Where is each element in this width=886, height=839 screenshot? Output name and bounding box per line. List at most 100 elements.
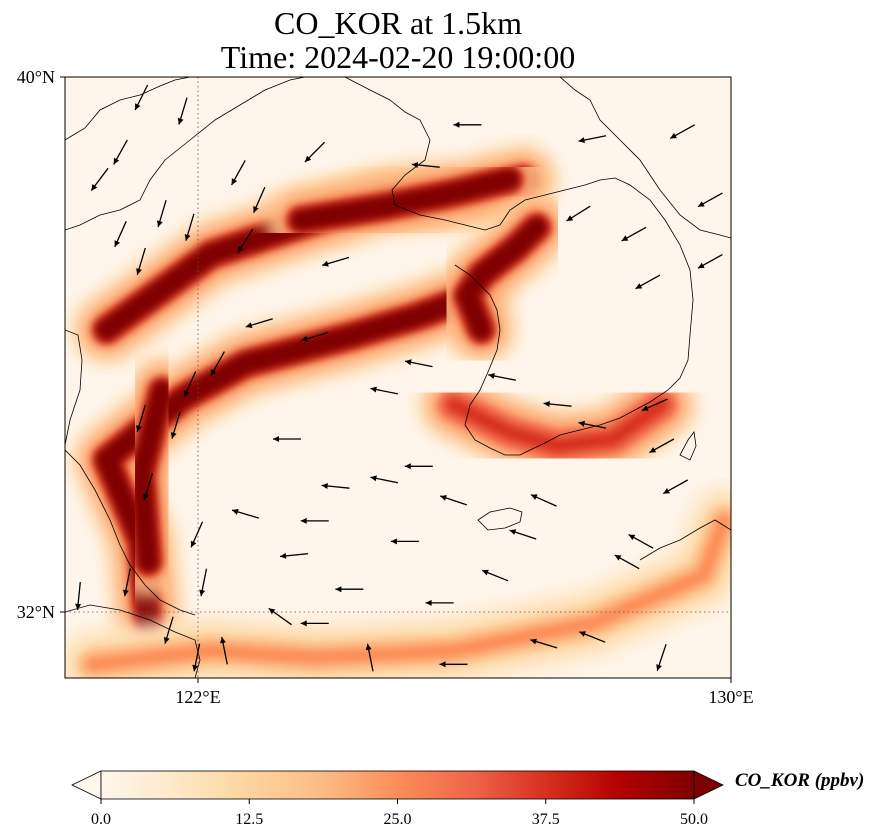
wind-arrow xyxy=(220,636,228,665)
coastline-yangtze xyxy=(65,604,201,678)
wind-arrow xyxy=(113,139,128,165)
coastline-china-north xyxy=(65,77,191,141)
wind-arrow xyxy=(509,529,537,540)
wind-arrow xyxy=(268,607,292,626)
concentration-field xyxy=(65,144,731,678)
map-axes: 40°N 32°N 122°E 130°E xyxy=(17,67,754,707)
map-plot-area xyxy=(64,76,732,679)
wind-arrow xyxy=(543,401,572,407)
wind-arrow xyxy=(578,135,607,143)
wind-arrow xyxy=(578,420,607,429)
wind-arrow xyxy=(136,247,146,275)
wind-arrow xyxy=(122,568,131,597)
wind-arrow xyxy=(566,205,591,222)
wind-arrow xyxy=(279,552,308,559)
lon-tick-label-122e: 122°E xyxy=(175,687,220,707)
wind-arrow xyxy=(656,643,667,672)
wind-arrow xyxy=(321,483,350,489)
wind-vectors xyxy=(75,84,723,672)
kyushu-coast xyxy=(639,519,731,561)
wind-arrow xyxy=(75,582,82,611)
east-china-sea-southern-arc-band-4 xyxy=(85,513,731,672)
wind-arrow xyxy=(439,661,468,668)
shanghai-core-band-4 xyxy=(130,380,174,573)
wind-arrow xyxy=(649,438,675,454)
wind-arrow xyxy=(231,160,246,186)
wind-arrow xyxy=(237,228,254,254)
wind-arrow xyxy=(301,331,329,342)
colorbar-extend-max xyxy=(693,770,724,800)
colorbar-tick-label: 12.5 xyxy=(235,811,263,828)
colorbar-tick-label: 25.0 xyxy=(384,811,412,828)
colorbar-tick-label: 0.0 xyxy=(91,811,111,828)
coastline-jiangsu xyxy=(65,449,196,616)
wind-arrow xyxy=(481,569,509,582)
wind-arrow xyxy=(425,599,454,606)
wind-arrow xyxy=(210,351,225,377)
wind-arrow xyxy=(335,586,364,593)
wind-arrow xyxy=(300,517,329,524)
wind-arrow xyxy=(530,494,557,507)
wind-arrow xyxy=(183,371,197,398)
map-title-line-1: CO_KOR at 1.5km xyxy=(274,5,522,41)
wind-arrow xyxy=(390,538,419,545)
wind-arrow xyxy=(669,124,696,139)
west-korea-coast-band-4 xyxy=(456,216,548,341)
wind-arrow xyxy=(134,84,149,111)
wind-arrow xyxy=(184,213,195,241)
gridlines xyxy=(65,77,731,678)
colorbar-extend-min xyxy=(71,770,102,800)
wind-arrow xyxy=(192,643,201,672)
wind-arrow xyxy=(635,274,661,290)
wind-arrow xyxy=(322,256,350,267)
wind-arrow xyxy=(304,141,326,163)
wind-arrow xyxy=(157,200,167,228)
colorbar-tick-label: 50.0 xyxy=(680,811,708,828)
wind-arrow xyxy=(136,404,146,433)
colorbar-label: CO_KOR (ppbv) xyxy=(735,770,865,791)
wind-arrow xyxy=(163,616,174,644)
coastline-korea-east xyxy=(559,77,731,239)
coastline-china-east xyxy=(65,329,83,446)
wind-arrow xyxy=(114,221,127,248)
colorbar-gradient xyxy=(100,770,695,800)
wind-arrow xyxy=(253,186,266,213)
wind-arrow xyxy=(697,192,723,208)
wind-arrow xyxy=(697,254,723,269)
wind-arrow xyxy=(245,318,273,328)
wind-arrow xyxy=(177,97,188,125)
wind-arrow xyxy=(300,620,329,627)
colorbar-tick-label: 37.5 xyxy=(532,811,560,828)
wind-arrow xyxy=(190,521,204,548)
map-title-line-2: Time: 2024-02-20 19:00:00 xyxy=(220,39,576,75)
wind-arrow xyxy=(453,121,482,128)
wind-arrow xyxy=(530,638,558,649)
wind-arrow xyxy=(170,411,181,439)
wind-arrow xyxy=(439,495,468,506)
wind-arrow xyxy=(488,373,516,381)
wind-arrow xyxy=(641,398,668,412)
wind-arrow xyxy=(404,359,433,368)
lon-tick-label-130e: 130°E xyxy=(708,687,753,707)
coastlines xyxy=(65,77,731,678)
wind-arrow xyxy=(628,534,654,549)
wind-arrow xyxy=(90,167,109,191)
wind-arrow xyxy=(411,162,440,168)
wind-arrow xyxy=(370,386,399,395)
wind-arrow xyxy=(579,631,606,643)
korea-bay-core-band-4 xyxy=(289,168,520,232)
lat-tick-label-40n: 40°N xyxy=(17,67,55,87)
lat-tick-label-32n: 32°N xyxy=(17,602,55,622)
wind-arrow xyxy=(614,554,640,570)
wind-arrow xyxy=(404,463,433,470)
wind-arrow xyxy=(143,473,153,501)
wind-arrow xyxy=(199,568,208,597)
tsushima-island xyxy=(679,430,697,461)
wind-arrow xyxy=(621,226,647,242)
wind-arrow xyxy=(231,508,259,519)
jeju-island xyxy=(477,507,523,531)
coastline-liaodong xyxy=(65,77,306,231)
coastline-korea-bay xyxy=(344,77,694,456)
